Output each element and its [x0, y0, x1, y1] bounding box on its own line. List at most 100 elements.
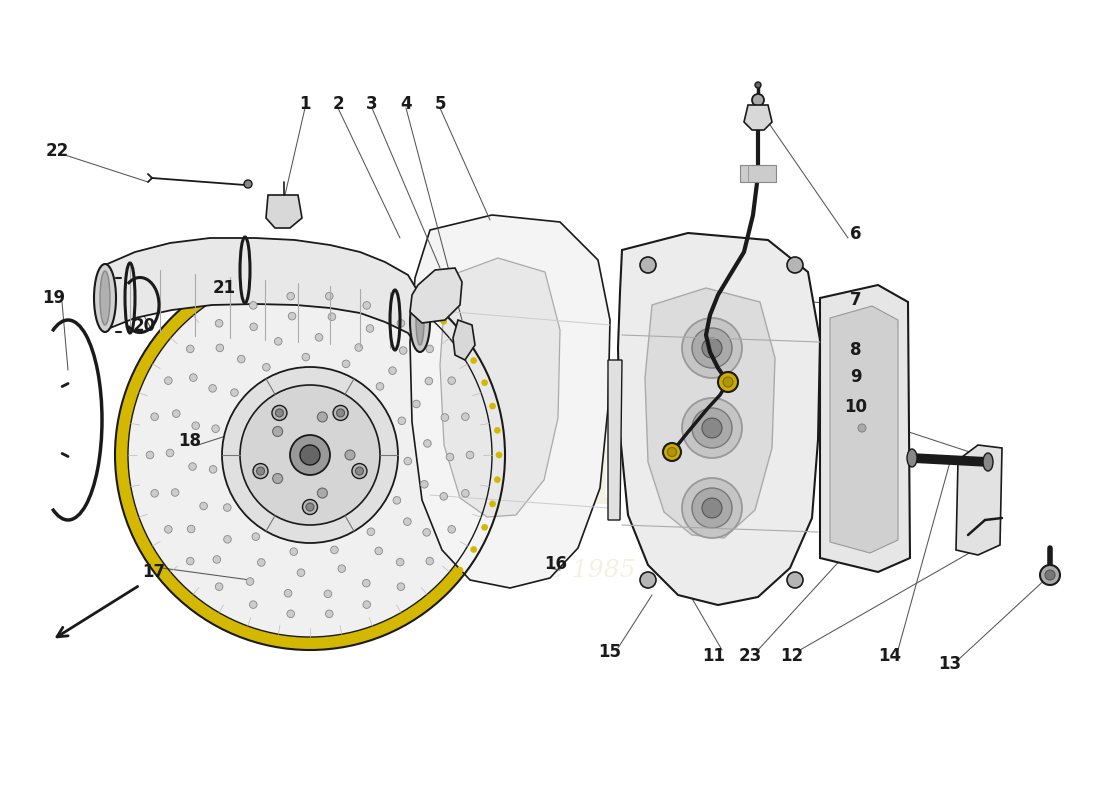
Circle shape: [379, 627, 385, 632]
Circle shape: [308, 642, 312, 646]
Circle shape: [133, 380, 138, 385]
Circle shape: [174, 586, 179, 591]
Circle shape: [173, 410, 180, 418]
Circle shape: [702, 338, 722, 358]
Circle shape: [682, 318, 742, 378]
Circle shape: [692, 488, 732, 528]
Circle shape: [151, 413, 158, 421]
Circle shape: [257, 558, 265, 566]
Text: 18: 18: [178, 432, 201, 450]
Circle shape: [256, 467, 264, 475]
Circle shape: [752, 94, 764, 106]
Circle shape: [186, 558, 194, 565]
Circle shape: [128, 273, 492, 637]
Circle shape: [133, 525, 138, 530]
Circle shape: [209, 385, 217, 392]
Circle shape: [422, 529, 430, 536]
Circle shape: [422, 302, 428, 307]
Circle shape: [333, 406, 348, 421]
Circle shape: [252, 533, 260, 541]
Circle shape: [283, 640, 288, 645]
Text: 22: 22: [45, 142, 68, 160]
Text: 4: 4: [400, 95, 411, 113]
Circle shape: [375, 547, 383, 554]
Text: 14: 14: [879, 647, 902, 665]
Circle shape: [718, 372, 738, 392]
Circle shape: [187, 525, 195, 533]
Circle shape: [495, 477, 499, 482]
Text: 1: 1: [299, 95, 310, 113]
Ellipse shape: [410, 292, 430, 352]
Circle shape: [448, 526, 455, 533]
Circle shape: [238, 355, 245, 363]
Circle shape: [235, 278, 240, 283]
Circle shape: [755, 82, 761, 88]
Polygon shape: [440, 258, 560, 517]
Circle shape: [223, 535, 231, 543]
Circle shape: [253, 463, 268, 478]
Circle shape: [396, 558, 404, 566]
Circle shape: [495, 428, 499, 433]
Circle shape: [355, 467, 363, 475]
Circle shape: [172, 489, 179, 496]
Circle shape: [120, 428, 125, 433]
Circle shape: [491, 502, 495, 506]
Circle shape: [273, 426, 283, 437]
Circle shape: [297, 569, 305, 577]
Circle shape: [356, 270, 362, 275]
Circle shape: [306, 503, 313, 511]
Circle shape: [342, 360, 350, 368]
Text: a passion per dalle 1985: a passion per dalle 1985: [324, 558, 636, 582]
Circle shape: [441, 414, 449, 422]
Ellipse shape: [908, 449, 917, 467]
Circle shape: [482, 380, 487, 385]
Circle shape: [441, 319, 447, 324]
Circle shape: [290, 435, 330, 475]
Circle shape: [157, 567, 163, 573]
Circle shape: [235, 627, 240, 632]
Polygon shape: [104, 238, 420, 350]
Circle shape: [640, 257, 656, 273]
Polygon shape: [453, 320, 475, 360]
Circle shape: [165, 377, 172, 385]
Text: eurors: eurors: [252, 410, 708, 530]
Circle shape: [420, 481, 428, 488]
Circle shape: [366, 325, 374, 332]
Circle shape: [668, 447, 676, 457]
Text: 23: 23: [738, 647, 761, 665]
Circle shape: [640, 572, 656, 588]
Circle shape: [216, 344, 223, 352]
Text: 5: 5: [434, 95, 446, 113]
Circle shape: [326, 610, 333, 618]
Circle shape: [458, 567, 462, 573]
Polygon shape: [410, 268, 462, 323]
Circle shape: [786, 257, 803, 273]
Circle shape: [274, 338, 282, 345]
Circle shape: [258, 270, 264, 275]
Circle shape: [302, 354, 309, 361]
Circle shape: [275, 409, 284, 417]
Circle shape: [213, 289, 218, 294]
Circle shape: [355, 344, 363, 351]
Circle shape: [272, 406, 287, 421]
Circle shape: [250, 601, 257, 609]
Circle shape: [471, 358, 476, 363]
Circle shape: [332, 640, 338, 645]
Ellipse shape: [416, 299, 424, 345]
Polygon shape: [266, 195, 302, 228]
Circle shape: [462, 413, 470, 421]
Polygon shape: [740, 165, 776, 182]
Circle shape: [144, 358, 148, 363]
Circle shape: [482, 525, 487, 530]
Circle shape: [397, 319, 405, 327]
Circle shape: [328, 313, 336, 321]
Circle shape: [192, 302, 197, 307]
Wedge shape: [116, 260, 505, 650]
Circle shape: [858, 424, 866, 432]
Circle shape: [191, 422, 199, 430]
Circle shape: [496, 453, 502, 458]
Text: 8: 8: [850, 341, 861, 359]
Circle shape: [174, 319, 179, 324]
Circle shape: [189, 374, 197, 382]
Circle shape: [318, 488, 328, 498]
